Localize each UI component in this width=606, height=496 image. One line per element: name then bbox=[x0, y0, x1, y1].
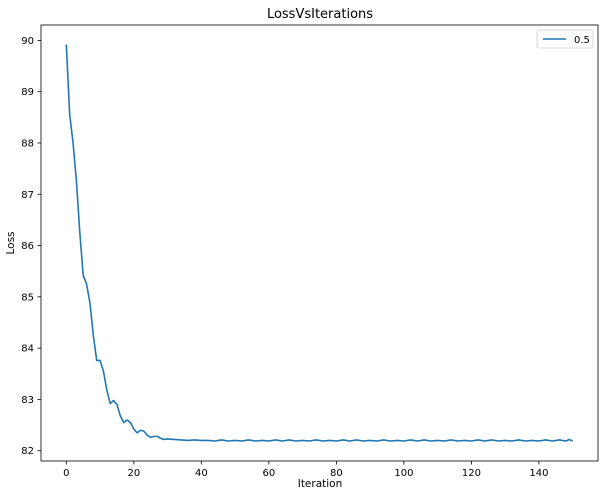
legend: 0.5 bbox=[536, 29, 594, 49]
x-tick-label: 80 bbox=[330, 468, 343, 479]
y-tick-label: 86 bbox=[21, 241, 34, 252]
x-tick-label: 0 bbox=[63, 468, 69, 479]
plot-frame bbox=[40, 24, 599, 462]
x-tick-label: 140 bbox=[529, 468, 548, 479]
x-tick-label: 20 bbox=[127, 468, 140, 479]
y-axis-label: Loss bbox=[5, 231, 17, 254]
x-tick-label: 120 bbox=[462, 468, 481, 479]
series-line bbox=[65, 44, 574, 442]
y-tick-label: 82 bbox=[21, 446, 34, 457]
y-tick-label: 85 bbox=[21, 292, 34, 303]
x-tick-label: 40 bbox=[195, 468, 208, 479]
y-tick-label: 88 bbox=[21, 138, 34, 149]
y-tick-label: 83 bbox=[21, 395, 34, 406]
y-tick-label: 87 bbox=[21, 190, 34, 201]
legend-label: 0.5 bbox=[574, 35, 590, 46]
x-tick-label: 60 bbox=[262, 468, 275, 479]
chart-title: LossVsIterations bbox=[267, 7, 373, 22]
plot-area bbox=[41, 25, 598, 461]
series-layer bbox=[65, 44, 574, 442]
y-tick-label: 90 bbox=[21, 36, 34, 47]
x-tick-label: 100 bbox=[394, 468, 413, 479]
y-tick-label: 89 bbox=[21, 87, 34, 98]
x-axis-label: Iteration bbox=[298, 478, 343, 490]
axes: 0 20 40 60 80 100 120 140 82 83 84 85 86 87 88 89 90 bbox=[21, 36, 548, 479]
y-tick-label: 84 bbox=[21, 344, 34, 355]
